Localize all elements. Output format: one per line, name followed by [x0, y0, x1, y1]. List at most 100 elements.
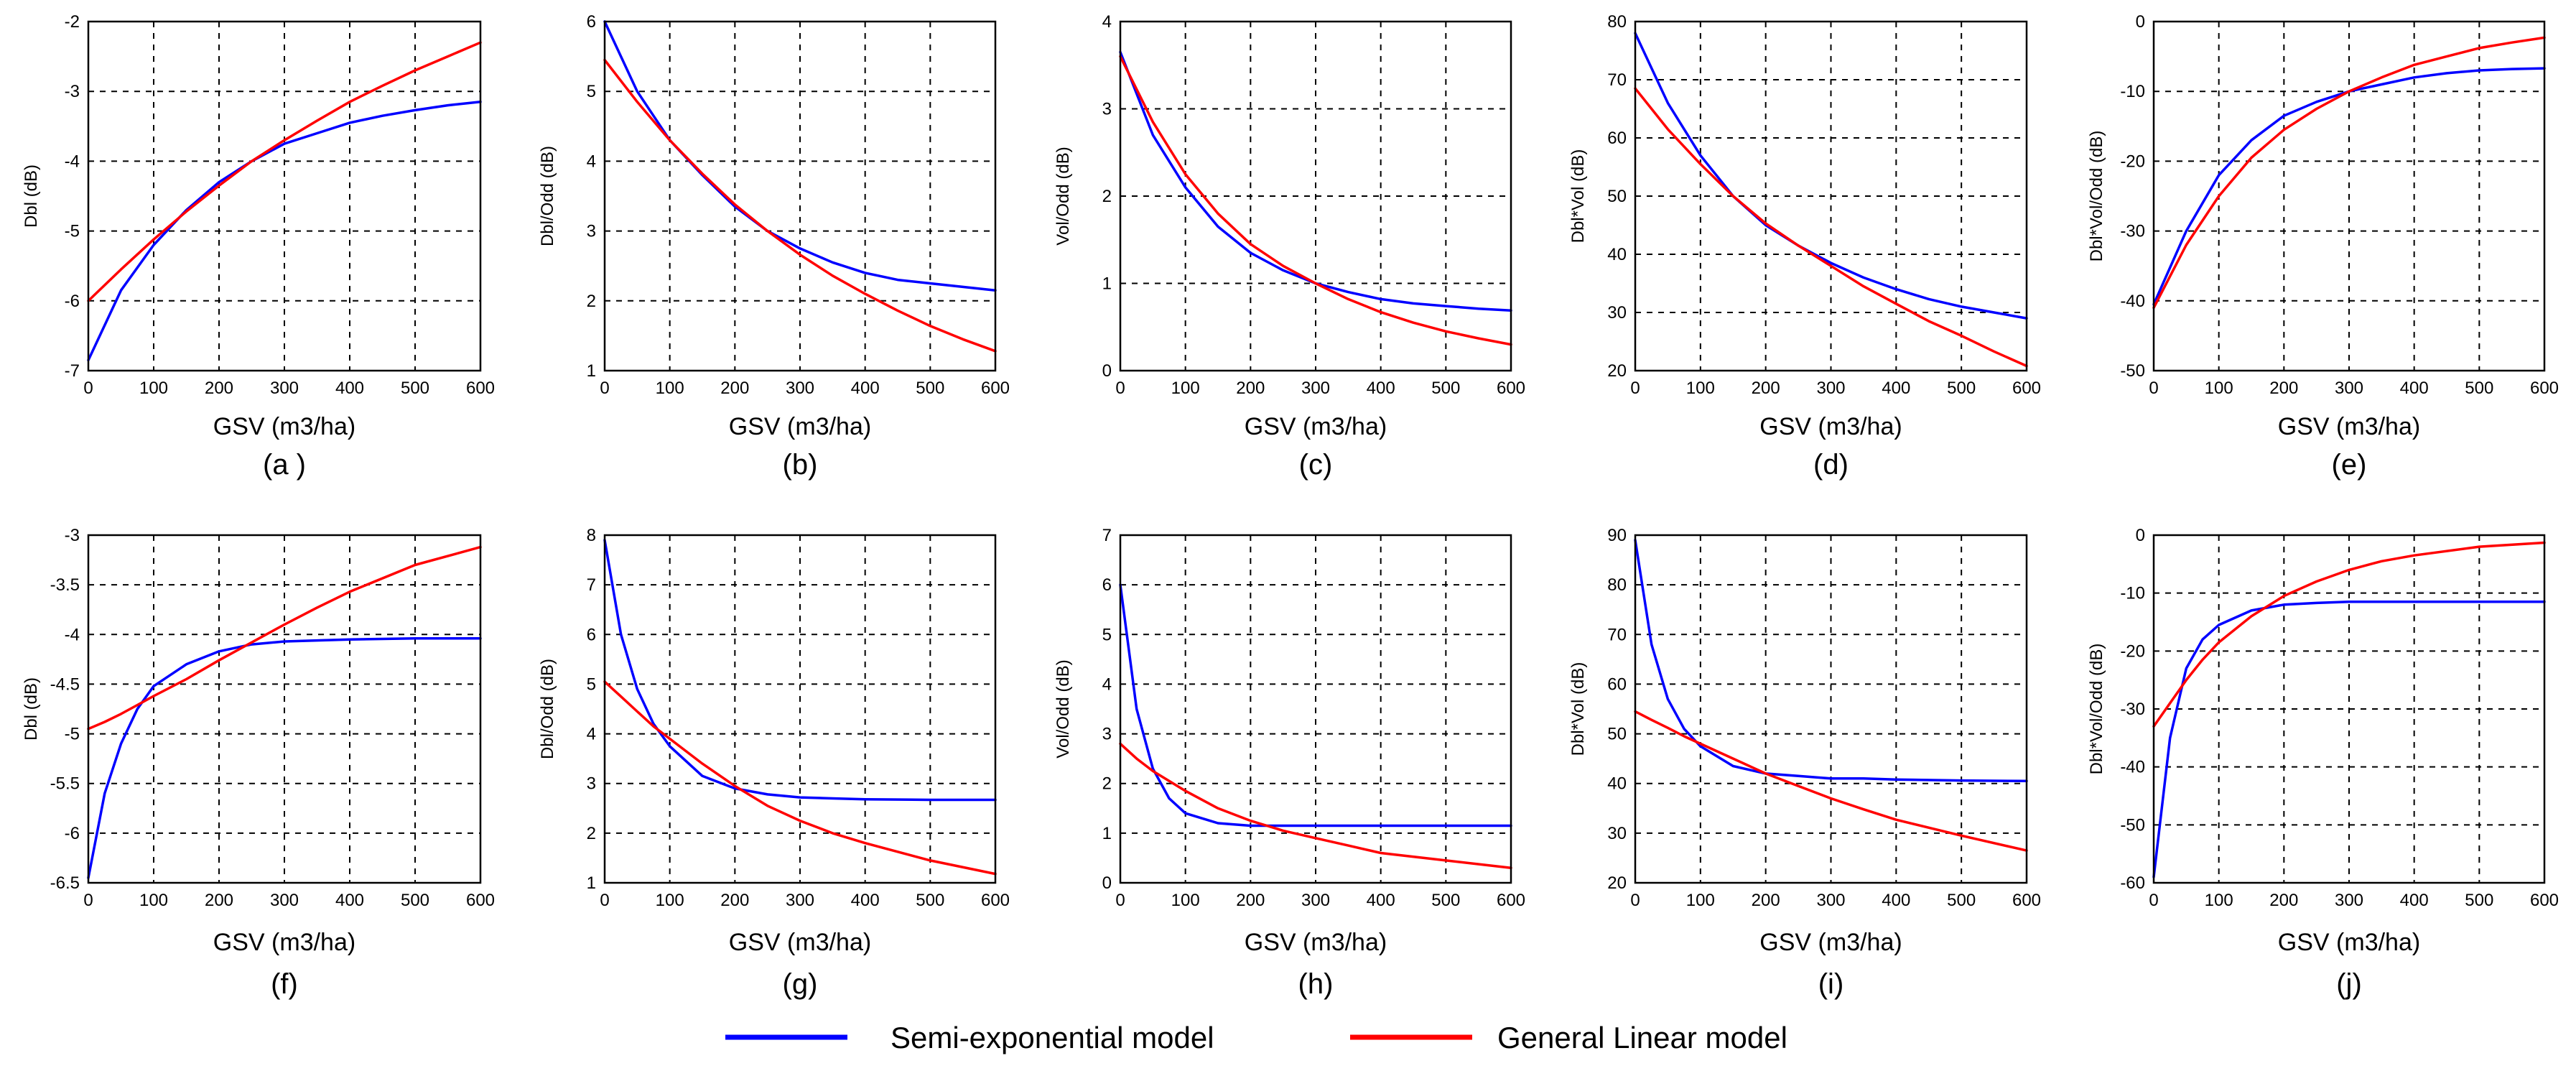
y-tick-label: 50 — [1607, 187, 1627, 206]
y-tick-label: 1 — [1102, 274, 1112, 294]
x-tick-label: 500 — [401, 891, 429, 910]
x-tick-label: 200 — [1752, 891, 1780, 910]
x-tick-label: 400 — [1367, 379, 1395, 398]
x-tick-label: 300 — [2335, 891, 2363, 910]
x-tick-label: 100 — [139, 891, 168, 910]
x-tick-label: 500 — [1947, 891, 1976, 910]
x-axis-label: GSV (m3/ha) — [729, 413, 871, 440]
y-tick-label: -20 — [2120, 641, 2145, 661]
x-tick-label: 300 — [786, 379, 814, 398]
y-tick-label: 4 — [587, 152, 596, 171]
y-tick-label: 1 — [1102, 824, 1112, 843]
y-tick-label: 4 — [587, 725, 596, 744]
y-tick-label: 40 — [1607, 245, 1627, 264]
y-tick-label: -10 — [2120, 82, 2145, 101]
y-tick-label: -4.5 — [50, 674, 80, 694]
y-tick-label: -4 — [65, 152, 80, 171]
x-tick-label: 300 — [1301, 379, 1330, 398]
x-tick-label: 600 — [1497, 891, 1525, 910]
y-tick-label: -3 — [65, 82, 80, 101]
plot-frame — [603, 534, 997, 884]
x-tick-label: 100 — [2205, 379, 2233, 398]
panel-caption: (g) — [783, 968, 818, 1000]
y-tick-label: 2 — [587, 824, 596, 843]
y-tick-label: 30 — [1607, 303, 1627, 323]
x-tick-label: 0 — [83, 379, 93, 398]
y-tick-label: -60 — [2120, 873, 2145, 893]
y-tick-label: 3 — [1102, 725, 1112, 744]
x-tick-label: 400 — [335, 891, 364, 910]
chart-panel: 0 100 200 300 400 500 600 -7 -6 -5 -4 -3 -2 GSV (m3/h… — [22, 12, 495, 481]
x-tick-label: 500 — [2465, 379, 2493, 398]
x-tick-label: 500 — [2465, 891, 2493, 910]
x-axis-label: GSV (m3/ha) — [1759, 929, 1902, 956]
plot-frame — [1634, 534, 2028, 884]
y-tick-label: -50 — [2120, 815, 2145, 835]
panel-caption: (c) — [1299, 449, 1333, 481]
y-tick-label: 20 — [1607, 873, 1627, 893]
series-line-semi-exponential — [1119, 583, 1512, 827]
y-tick-label: 8 — [587, 526, 596, 545]
y-tick-label: 1 — [587, 361, 596, 381]
y-tick-label: 3 — [587, 222, 596, 241]
x-tick-label: 300 — [2335, 379, 2363, 398]
x-tick-label: 0 — [1115, 891, 1125, 910]
y-tick-label: -2 — [65, 12, 80, 32]
x-tick-label: 0 — [2149, 891, 2158, 910]
chart-panel: 0 100 200 300 400 500 600 -50 -40 -30 -20 -10 0 GSV (… — [2087, 12, 2559, 481]
y-tick-label: -30 — [2120, 700, 2145, 719]
panel-caption: (d) — [1813, 449, 1849, 481]
y-tick-label: -6.5 — [50, 873, 80, 893]
x-tick-label: 600 — [2530, 379, 2559, 398]
y-tick-label: -4 — [65, 625, 80, 644]
x-axis-label: GSV (m3/ha) — [2278, 413, 2420, 440]
x-tick-label: 500 — [1431, 891, 1460, 910]
x-tick-label: 100 — [656, 891, 684, 910]
y-tick-label: 40 — [1607, 774, 1627, 794]
panel-caption: (h) — [1298, 968, 1334, 1000]
x-tick-label: 600 — [981, 891, 1010, 910]
panel-caption: (i) — [1818, 968, 1844, 1000]
x-tick-label: 600 — [1497, 379, 1525, 398]
y-tick-label: -10 — [2120, 584, 2145, 603]
y-axis-label: Vol/Odd (dB) — [1054, 147, 1073, 245]
x-tick-label: 400 — [851, 379, 880, 398]
y-tick-label: 2 — [587, 292, 596, 311]
series-line-semi-exponential — [603, 539, 997, 802]
plot-frame — [1119, 534, 1512, 884]
y-tick-label: 20 — [1607, 361, 1627, 381]
x-tick-label: 300 — [786, 891, 814, 910]
y-tick-label: 5 — [587, 674, 596, 694]
x-tick-label: 200 — [2269, 379, 2298, 398]
y-tick-label: 80 — [1607, 575, 1627, 595]
x-tick-label: 200 — [720, 379, 749, 398]
x-tick-label: 500 — [1431, 379, 1460, 398]
y-tick-label: 2 — [1102, 774, 1112, 794]
y-tick-label: 1 — [587, 873, 596, 893]
y-tick-label: 5 — [1102, 625, 1112, 644]
chart-panel: 0 100 200 300 400 500 600 0 1 2 3 4 5 6 7 GSV (m3/ha) Vo… — [1054, 526, 1525, 1000]
y-tick-label: -3 — [65, 526, 80, 545]
panel-caption: (a ) — [263, 449, 306, 481]
x-tick-label: 300 — [270, 891, 299, 910]
y-tick-label: 7 — [587, 575, 596, 595]
panel-caption: (f) — [271, 968, 298, 1000]
x-axis-label: GSV (m3/ha) — [1759, 413, 1902, 440]
y-axis-label: Dbl*Vol/Odd (dB) — [2087, 131, 2106, 262]
y-tick-label: 80 — [1607, 12, 1627, 32]
y-tick-label: -40 — [2120, 758, 2145, 777]
y-tick-label: 7 — [1102, 526, 1112, 545]
x-axis-label: GSV (m3/ha) — [729, 929, 871, 956]
y-axis-label: Dbl*Vol/Odd (dB) — [2087, 644, 2106, 775]
series-line-general-linear — [603, 680, 997, 876]
chart-panel: 0 100 200 300 400 500 600 -6.5 -6 -5.5 -5 -4.5 -4 -3.… — [22, 526, 495, 1000]
panel-caption: (b) — [783, 449, 818, 481]
plot-frame — [603, 20, 997, 372]
x-tick-label: 100 — [1171, 379, 1200, 398]
y-tick-label: -5 — [65, 725, 80, 744]
y-axis-label: Dbl*Vol (dB) — [1568, 149, 1588, 244]
x-axis-label: GSV (m3/ha) — [1245, 929, 1387, 956]
x-tick-label: 0 — [1630, 891, 1640, 910]
